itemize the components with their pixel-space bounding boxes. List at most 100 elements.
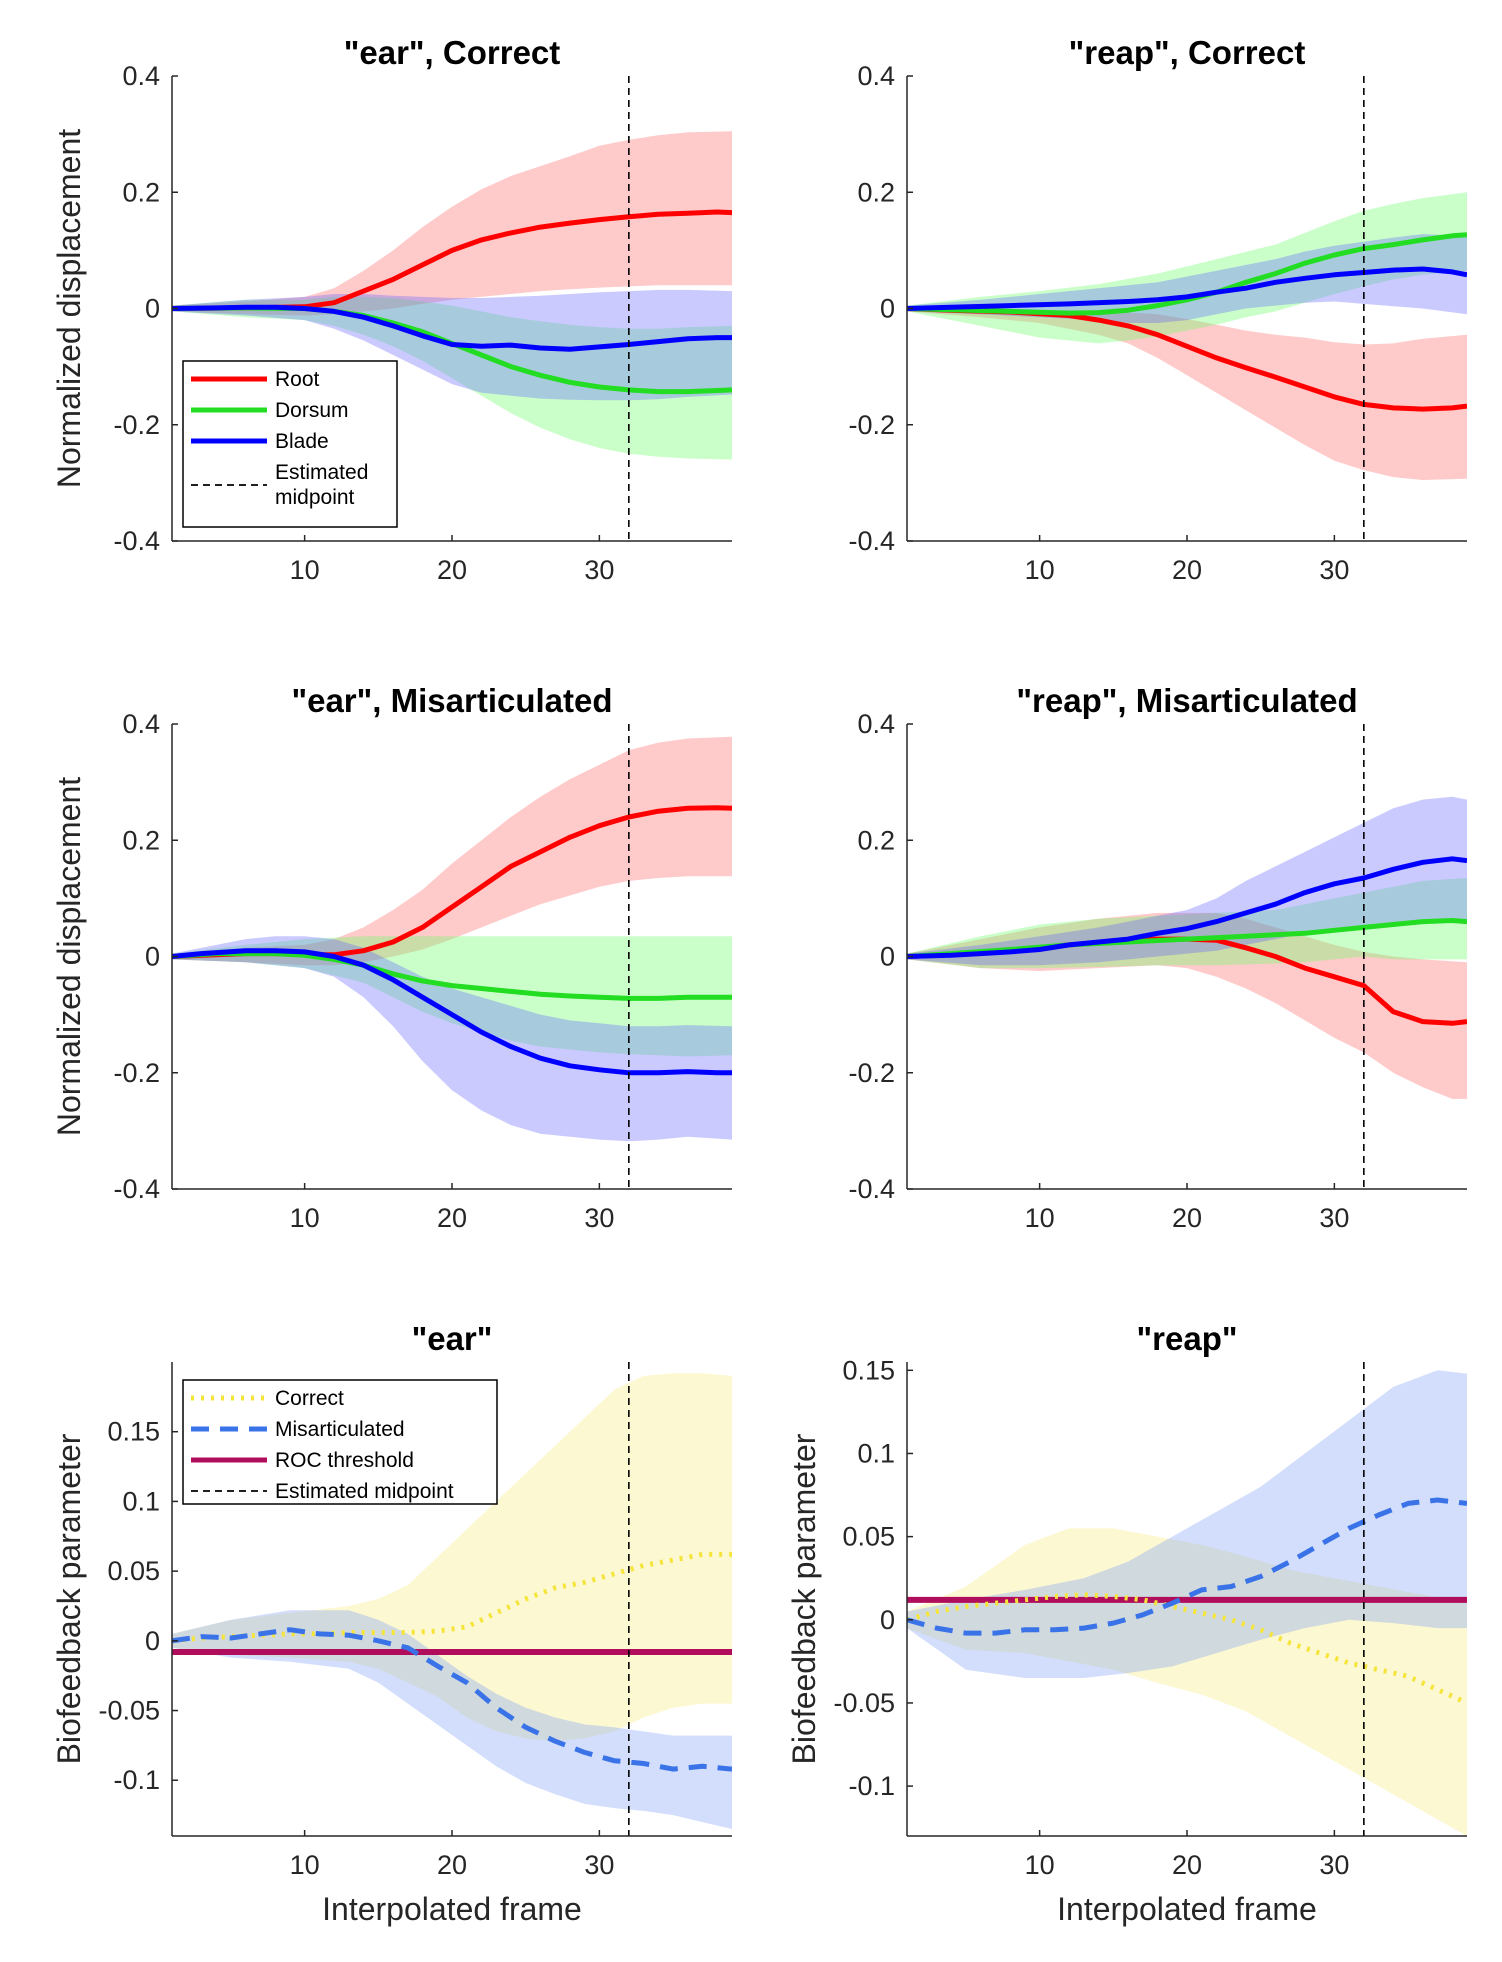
series-line-misarticulated (172, 1627, 732, 1772)
x-tick-label: 10 (290, 555, 320, 585)
legend-label: Dorsum (275, 399, 349, 422)
plot-area (907, 1362, 1467, 1836)
band-root (907, 912, 1467, 1099)
series-line-correct (172, 1551, 732, 1644)
y-tick-label: 0.05 (107, 1556, 160, 1586)
y-tick-label: 0.15 (107, 1417, 160, 1447)
chart-title: "reap", Correct (1069, 34, 1306, 71)
chart-title: "ear", Misarticulated (291, 682, 612, 719)
y-tick-label: 0.1 (122, 1486, 160, 1516)
x-tick-label: 30 (584, 1850, 614, 1880)
y-tick-label: 0.2 (857, 177, 895, 207)
x-tick-label: 20 (1172, 1203, 1202, 1233)
x-axis-label: Interpolated frame (322, 1891, 582, 1927)
chart-title: "reap" (1137, 1320, 1238, 1357)
x-tick-label: 10 (290, 1203, 320, 1233)
x-tick-label: 20 (437, 555, 467, 585)
band-root (172, 131, 732, 316)
chart-p4: -0.4 -0.2 0 0.2 0.4 10 20 30 "reap", Misarticula… (848, 682, 1467, 1233)
y-tick-label: -0.2 (113, 410, 160, 440)
x-axis-label: Interpolated frame (1057, 1891, 1317, 1927)
x-tick-label: 10 (290, 1850, 320, 1880)
legend-label: Root (275, 368, 320, 391)
series-line-dorsum (907, 232, 1467, 316)
y-tick-label: -0.4 (848, 526, 895, 556)
chart-p1: -0.4 -0.2 0 0.2 0.4 10 20 30 "ear", Correct Norma… (51, 34, 732, 585)
y-tick-label: 0.05 (842, 1522, 895, 1552)
series-line-misarticulated (907, 1497, 1467, 1636)
y-tick-label: -0.4 (848, 1174, 895, 1204)
band-correct (907, 1528, 1467, 1836)
y-tick-label: -0.2 (848, 410, 895, 440)
x-tick-label: 30 (584, 1203, 614, 1233)
plot-area (172, 1362, 732, 1836)
y-tick-label: -0.2 (113, 1058, 160, 1088)
x-tick-label: 30 (1319, 1850, 1349, 1880)
x-tick-label: 20 (1172, 1850, 1202, 1880)
band-root (172, 736, 732, 966)
x-tick-label: 10 (1025, 1203, 1055, 1233)
chart-p2: -0.4 -0.2 0 0.2 0.4 10 20 30 "reap", Correct (848, 34, 1467, 585)
band-root (907, 306, 1467, 480)
plot-area (172, 724, 732, 1189)
x-tick-label: 20 (437, 1850, 467, 1880)
x-tick-label: 20 (437, 1203, 467, 1233)
y-tick-label: 0 (880, 294, 895, 324)
band-dorsum (172, 296, 732, 460)
x-tick-label: 30 (1319, 1203, 1349, 1233)
y-tick-label: -0.05 (833, 1688, 895, 1718)
chart-p3: -0.4 -0.2 0 0.2 0.4 10 20 30 "ear", Misarticulat… (51, 682, 732, 1233)
plot-area (907, 724, 1467, 1189)
y-tick-label: 0 (145, 942, 160, 972)
series-line-blade (172, 948, 732, 1076)
y-tick-label: 0.2 (122, 177, 160, 207)
series-line-blade (907, 266, 1467, 311)
series-line-root (172, 209, 732, 311)
y-axis-label: Normalized displacement (51, 129, 87, 488)
y-axis-label: Biofeedback parameter (51, 1433, 87, 1764)
band-dorsum (172, 936, 732, 1057)
chart-p6: -0.1 -0.05 0 0.05 0.1 0.15 10 20 30 "reap" Biofeed… (786, 1320, 1467, 1927)
series-line-blade (907, 856, 1467, 959)
y-tick-label: -0.2 (848, 1058, 895, 1088)
band-blade (172, 936, 732, 1142)
y-tick-label: 0.15 (842, 1355, 895, 1385)
plot-area (172, 76, 732, 541)
y-tick-label: 0.2 (122, 825, 160, 855)
legend-label: Estimated midpoint (275, 1480, 454, 1503)
y-tick-label: -0.05 (98, 1696, 160, 1726)
y-tick-label: 0.4 (122, 709, 160, 739)
y-tick-label: 0.2 (857, 825, 895, 855)
series-line-blade (172, 304, 732, 352)
chart-p5: -0.1 -0.05 0 0.05 0.1 0.15 10 20 30 "ear" Biofeedb… (51, 1320, 732, 1927)
y-tick-label: 0 (880, 942, 895, 972)
y-tick-label: 0.4 (857, 61, 895, 91)
y-tick-label: 0 (145, 294, 160, 324)
legend-label: Correct (275, 1387, 344, 1410)
legend-label: ROC threshold (275, 1449, 414, 1472)
y-axis-label: Normalized displacement (51, 777, 87, 1136)
legend-label: Blade (275, 430, 329, 453)
series-line-dorsum (172, 951, 732, 1001)
band-blade (907, 796, 1467, 966)
plot-area (907, 76, 1467, 541)
y-tick-label: 0.4 (122, 61, 160, 91)
legend-label: Misarticulated (275, 1418, 405, 1441)
y-tick-label: 0.1 (857, 1438, 895, 1468)
y-tick-label: 0.4 (857, 709, 895, 739)
chart-title: "ear", Correct (344, 34, 561, 71)
legend: Correct Misarticulated ROC threshold Estima… (182, 1379, 498, 1505)
legend-label: Estimated (275, 461, 368, 484)
y-tick-label: 0 (145, 1626, 160, 1656)
legend-box (182, 1379, 498, 1505)
chart-title: "reap", Misarticulated (1016, 682, 1357, 719)
legend-box (182, 360, 398, 528)
y-tick-label: -0.4 (113, 526, 160, 556)
chart-title: "ear" (412, 1320, 493, 1357)
y-tick-label: -0.1 (848, 1771, 895, 1801)
band-misarticulated (172, 1610, 732, 1829)
legend-label: midpoint (275, 486, 355, 509)
x-tick-label: 30 (1319, 555, 1349, 585)
